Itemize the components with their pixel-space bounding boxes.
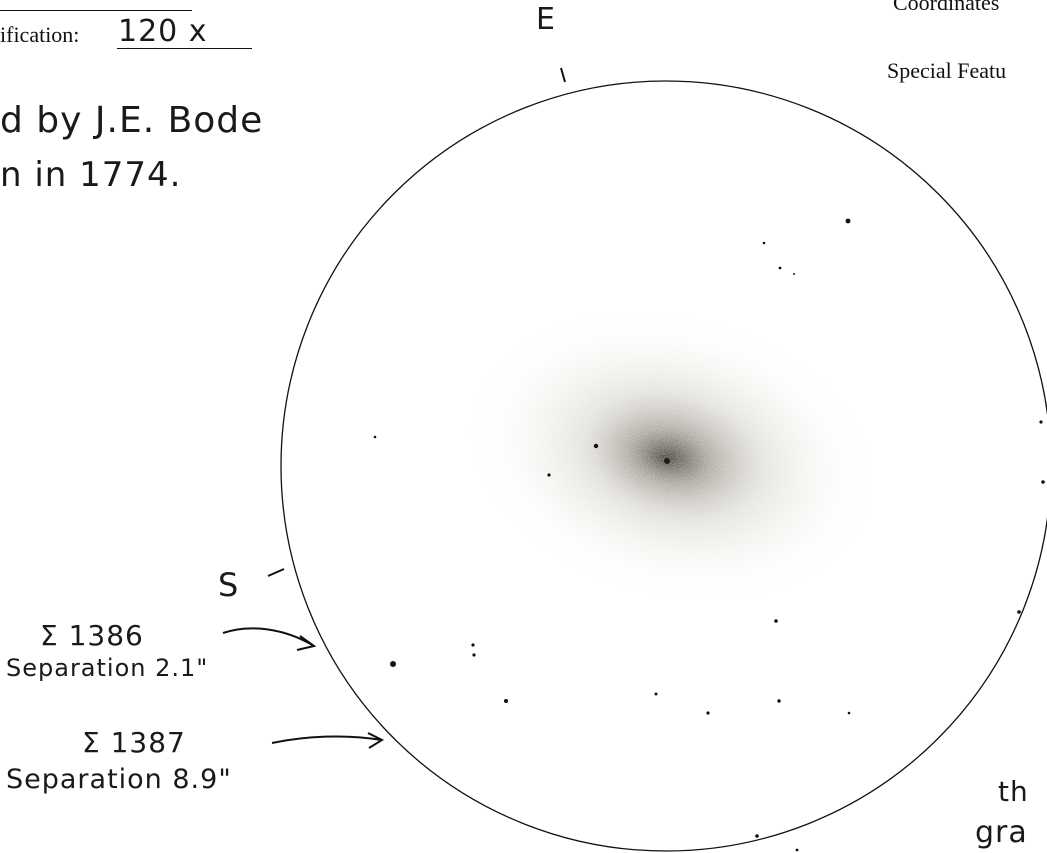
double-star-2-name: Σ 1387 [82,726,186,759]
special-features-label: Special Featu [887,58,1007,83]
galaxy-nucleus [664,458,670,464]
double-star-2-separation: Separation 8.9" [6,764,232,795]
compass-east-label: E [536,2,556,37]
magnification-underline [117,48,252,49]
double-star-1-separation: Separation 2.1" [6,654,209,682]
double-star-2-arrow [271,735,383,744]
eyepiece-field-circle [280,80,1047,852]
compass-south-label: S [218,566,240,604]
magnification-label: ification: [0,22,80,47]
corner-note-line2: gra [975,815,1028,850]
field-stars [373,218,1045,852]
double-star-1-arrow [222,627,315,647]
galaxy-glow [470,311,874,601]
coordinates-label: Coordinates [893,0,1000,15]
magnification-value: 120 x [118,14,208,49]
double-star-1-name: Σ 1386 [40,619,144,652]
discovery-note-line1: d by J.E. Bode [0,100,264,141]
east-tick-mark [560,67,566,83]
corner-note-line1: th [998,775,1029,808]
top-blank-line [0,10,192,11]
discovery-note-line2: n in 1774. [0,155,182,195]
south-tick-mark [267,568,285,577]
